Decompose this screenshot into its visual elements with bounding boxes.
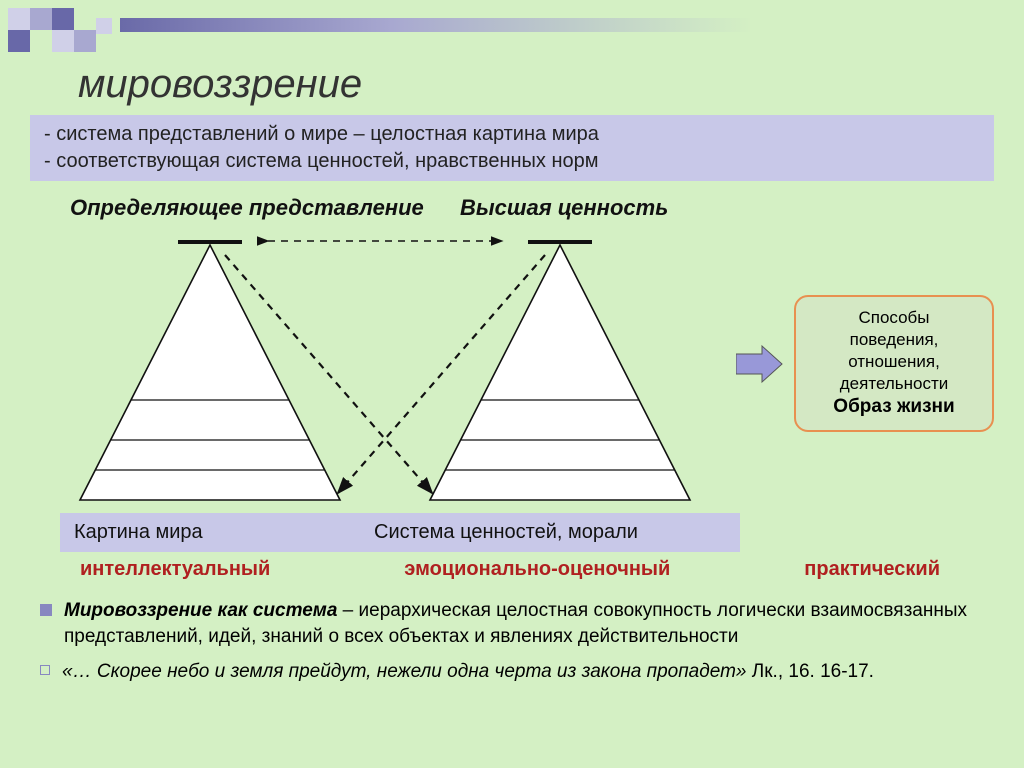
red-c: практический (804, 558, 940, 581)
red-a: интеллектуальный (80, 558, 270, 581)
labels-bar: Картина мира Система ценностей, морали (60, 513, 740, 552)
block-arrow-icon (736, 344, 784, 389)
callout-line: Способы (806, 307, 982, 329)
bullet-icon (40, 604, 52, 616)
bullet-2-quote: «… Скорее небо и земля прейдут, нежели о… (62, 661, 746, 682)
bar-label-right: Система ценностей, морали (374, 521, 638, 544)
definition-line-1: - система представлений о мире – целостн… (44, 121, 980, 148)
red-row: интеллектуальный эмоционально-оценочный … (60, 558, 960, 581)
slide-title: мировоззрение (78, 62, 362, 107)
bar-label-left: Картина мира (74, 521, 374, 544)
callout-bold: Образ жизни (806, 395, 982, 420)
gradient-bar (120, 18, 1024, 32)
red-b: эмоционально-оценочный (404, 558, 670, 581)
bullet-1-strong: Мировоззрение как система (64, 600, 337, 621)
top-decoration (0, 0, 1024, 50)
header-right: Высшая ценность (460, 195, 668, 221)
header-left: Определяющее представление (70, 195, 424, 221)
callout-line: деятельности (806, 373, 982, 395)
bullet-1: Мировоззрение как система – иерархическа… (40, 598, 994, 649)
callout-line: поведения, (806, 329, 982, 351)
callout-line: отношения, (806, 351, 982, 373)
definition-box: - система представлений о мире – целостн… (30, 115, 994, 181)
definition-line-2: - соответствующая система ценностей, нра… (44, 148, 980, 175)
bullet-list: Мировоззрение как система – иерархическа… (40, 598, 994, 695)
bullet-2-ref: Лк., 16. 16-17. (746, 661, 873, 682)
callout-box: Способы поведения, отношения, деятельнос… (794, 295, 994, 432)
bullet-2: «… Скорее небо и земля прейдут, нежели о… (40, 659, 994, 685)
bullet-icon (40, 665, 50, 675)
